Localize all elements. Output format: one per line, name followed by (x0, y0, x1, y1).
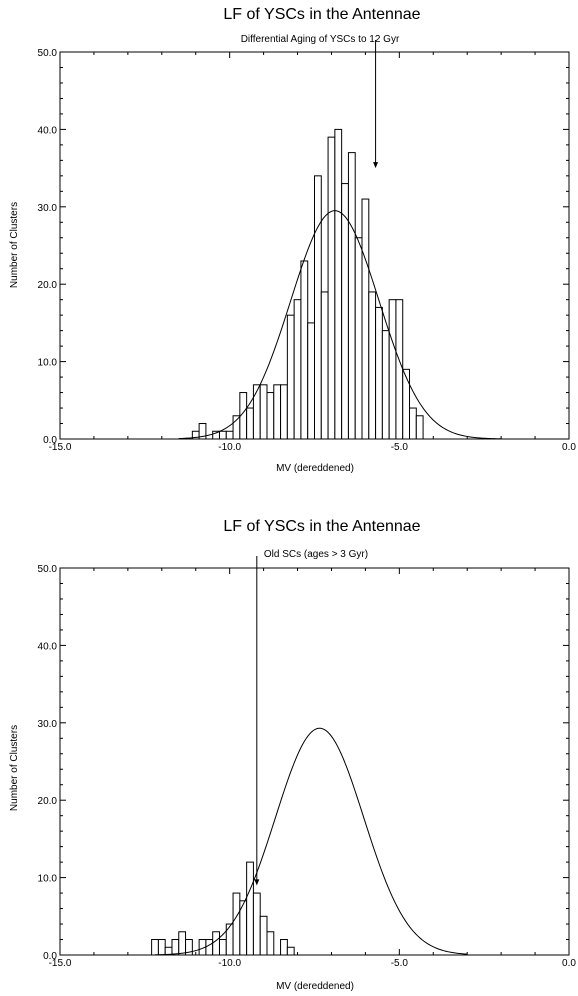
x-tick-label: -10.0 (218, 442, 241, 453)
axis-ticks: -15.0 -10.0 -5.0 0.0 0.0 10.0 20.0 30.0 40.0 50.0 (38, 564, 577, 969)
histogram-bar (402, 368, 411, 440)
histogram-bar (205, 939, 214, 956)
histogram-bar (232, 892, 241, 956)
chart-panel-top: LF of YSCs in the Antennae Differential … (9, 6, 576, 474)
histogram-bar (171, 939, 180, 956)
arrow-annotation (254, 556, 260, 886)
chart-subtitle: Old SCs (ages > 3 Gyr) (264, 549, 368, 560)
histogram-bar (395, 299, 404, 440)
x-tick-label: 0.0 (562, 958, 576, 969)
y-axis-label: Number of Clusters (9, 202, 20, 288)
y-tick-label: 50.0 (38, 564, 58, 575)
histogram-bar (293, 299, 302, 440)
x-tick-label: -5.0 (391, 442, 409, 453)
histogram-bar (212, 931, 220, 956)
y-tick-label: 20.0 (38, 796, 58, 807)
histogram-bar (286, 314, 295, 440)
histogram-bar (252, 892, 261, 956)
histogram-bar (280, 384, 288, 440)
y-tick-label: 10.0 (38, 358, 58, 369)
y-tick-label: 50.0 (38, 48, 58, 59)
x-axis-label: MV (dereddened) (276, 463, 354, 474)
histogram-bar (266, 392, 275, 440)
y-tick-label: 30.0 (38, 203, 58, 214)
chart-panel-bottom: LF of YSCs in the Antennae Old SCs (ages… (9, 518, 576, 992)
x-tick-label: 0.0 (562, 442, 576, 453)
chart-title: LF of YSCs in the Antennae (223, 518, 420, 535)
chart-subtitle: Differential Aging of YSCs to 12 Gyr (241, 34, 400, 45)
histogram-bar (320, 291, 329, 440)
histogram-bar (218, 430, 227, 440)
y-tick-label: 30.0 (38, 719, 58, 730)
arrow-annotation (373, 40, 379, 169)
histogram-bar (341, 183, 349, 440)
histogram-bar (151, 939, 159, 956)
histogram-bar (381, 330, 390, 440)
y-tick-label: 20.0 (38, 280, 58, 291)
histogram-bar (409, 407, 417, 440)
histogram-bar (368, 291, 377, 440)
plot-frame (59, 51, 570, 440)
histogram-bar (347, 152, 356, 440)
histogram-bars (151, 861, 295, 956)
y-tick-label: 0.0 (43, 435, 57, 446)
chart-title: LF of YSCs in the Antennae (223, 6, 420, 23)
histogram-bar (178, 931, 187, 956)
histogram-bar (259, 915, 268, 956)
histogram-bar (259, 384, 268, 440)
histogram-bars (191, 128, 424, 440)
x-tick-label: -15.0 (49, 958, 72, 969)
histogram-bar (415, 415, 424, 440)
histogram-bar (218, 939, 227, 956)
histogram-bar (327, 136, 336, 440)
x-tick-label: -5.0 (391, 958, 409, 969)
histogram-bar (334, 128, 343, 440)
y-tick-label: 40.0 (38, 641, 58, 652)
histogram-bar (354, 237, 363, 440)
x-tick-label: -10.0 (218, 958, 241, 969)
y-tick-label: 40.0 (38, 125, 58, 136)
arrow-head (373, 162, 379, 169)
histogram-bar (361, 198, 370, 440)
histogram-bar (232, 415, 241, 440)
histogram-bar (388, 299, 397, 440)
y-tick-label: 10.0 (38, 874, 58, 885)
histogram-bar (225, 923, 234, 956)
histogram-bar (157, 939, 166, 956)
histogram-bar (273, 384, 282, 440)
histogram-bar (300, 260, 309, 440)
histogram-bar (252, 384, 261, 440)
gaussian-fit-curve (155, 727, 468, 956)
plot-frame (59, 567, 570, 956)
histogram-bar (286, 946, 295, 956)
arrow-head (254, 879, 260, 886)
histogram-bar (225, 430, 234, 440)
y-axis-label: Number of Clusters (9, 725, 20, 811)
histogram-bar (314, 175, 322, 440)
gaussian-fit-curve (178, 210, 502, 440)
histogram-bar (375, 306, 383, 440)
histogram-bar (280, 939, 288, 956)
x-axis-label: MV (dereddened) (276, 981, 354, 992)
x-tick-label: -15.0 (49, 442, 72, 453)
histogram-bar (246, 407, 254, 440)
histogram-bar (307, 322, 316, 440)
histogram-bar (266, 931, 275, 956)
histogram-bar (246, 861, 254, 956)
y-tick-label: 0.0 (43, 951, 57, 962)
